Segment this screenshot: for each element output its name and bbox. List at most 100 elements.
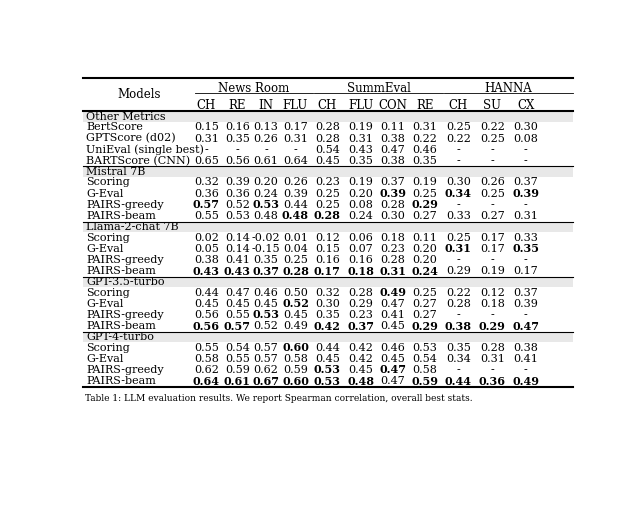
Text: 0.22: 0.22 bbox=[480, 122, 505, 133]
Text: Scoring: Scoring bbox=[86, 233, 130, 242]
Text: 0.20: 0.20 bbox=[412, 255, 437, 265]
Text: BertScore: BertScore bbox=[86, 122, 143, 133]
Text: 0.49: 0.49 bbox=[283, 321, 308, 331]
Text: 0.36: 0.36 bbox=[225, 189, 250, 198]
Text: 0.39: 0.39 bbox=[225, 178, 250, 188]
Text: 0.46: 0.46 bbox=[253, 287, 278, 297]
Text: 0.31: 0.31 bbox=[445, 243, 472, 254]
Text: 0.17: 0.17 bbox=[314, 266, 340, 277]
Text: -: - bbox=[524, 145, 527, 155]
Text: 0.46: 0.46 bbox=[381, 342, 406, 353]
Text: 0.28: 0.28 bbox=[381, 255, 406, 265]
Text: Scoring: Scoring bbox=[86, 287, 130, 297]
Text: 0.27: 0.27 bbox=[413, 211, 437, 221]
Text: 0.13: 0.13 bbox=[253, 122, 278, 133]
Text: GPT-3.5-turbo: GPT-3.5-turbo bbox=[86, 277, 164, 287]
Text: 0.59: 0.59 bbox=[283, 365, 308, 375]
Text: CON: CON bbox=[379, 99, 408, 112]
Text: 0.25: 0.25 bbox=[412, 189, 437, 198]
Text: 0.45: 0.45 bbox=[194, 299, 219, 309]
Text: 0.25: 0.25 bbox=[480, 134, 505, 143]
Text: 0.65: 0.65 bbox=[194, 156, 219, 166]
Text: 0.42: 0.42 bbox=[314, 321, 340, 332]
Text: -: - bbox=[236, 145, 239, 155]
Text: 0.39: 0.39 bbox=[380, 188, 406, 199]
Text: 0.22: 0.22 bbox=[446, 134, 470, 143]
Text: 0.29: 0.29 bbox=[446, 266, 470, 276]
Text: Table 1: LLM evaluation results. We report Spearman correlation, overall best st: Table 1: LLM evaluation results. We repo… bbox=[84, 394, 472, 404]
Text: 0.58: 0.58 bbox=[283, 354, 308, 364]
Text: 0.54: 0.54 bbox=[315, 145, 340, 155]
Text: G-Eval: G-Eval bbox=[86, 243, 124, 254]
Text: 0.48: 0.48 bbox=[347, 376, 374, 386]
Text: 0.19: 0.19 bbox=[348, 178, 373, 188]
Text: CH: CH bbox=[449, 99, 468, 112]
Text: 0.17: 0.17 bbox=[513, 266, 538, 276]
Text: 0.52: 0.52 bbox=[225, 200, 250, 210]
Text: -: - bbox=[490, 145, 494, 155]
Text: 0.37: 0.37 bbox=[253, 266, 280, 277]
Text: 0.67: 0.67 bbox=[253, 376, 280, 386]
Text: 0.49: 0.49 bbox=[512, 376, 539, 386]
Text: 0.34: 0.34 bbox=[446, 354, 470, 364]
Text: 0.26: 0.26 bbox=[480, 178, 505, 188]
Text: 0.28: 0.28 bbox=[315, 134, 340, 143]
Text: 0.16: 0.16 bbox=[348, 255, 373, 265]
Text: 0.58: 0.58 bbox=[194, 354, 219, 364]
Text: 0.26: 0.26 bbox=[253, 134, 278, 143]
Text: 0.31: 0.31 bbox=[380, 266, 406, 277]
Text: 0.06: 0.06 bbox=[348, 233, 373, 242]
Text: 0.16: 0.16 bbox=[225, 122, 250, 133]
Text: 0.31: 0.31 bbox=[513, 211, 538, 221]
Text: 0.48: 0.48 bbox=[253, 211, 278, 221]
Text: 0.54: 0.54 bbox=[412, 354, 437, 364]
Text: CH: CH bbox=[196, 99, 216, 112]
Text: 0.53: 0.53 bbox=[253, 199, 280, 210]
Text: 0.27: 0.27 bbox=[413, 310, 437, 320]
Text: CX: CX bbox=[517, 99, 534, 112]
Text: 0.04: 0.04 bbox=[283, 243, 308, 254]
Text: 0.39: 0.39 bbox=[513, 299, 538, 309]
Text: 0.41: 0.41 bbox=[225, 255, 250, 265]
Text: -: - bbox=[490, 200, 494, 210]
Text: 0.53: 0.53 bbox=[412, 342, 437, 353]
Text: 0.05: 0.05 bbox=[194, 243, 219, 254]
Text: PAIRS-greedy: PAIRS-greedy bbox=[86, 255, 164, 265]
Text: 0.35: 0.35 bbox=[412, 156, 437, 166]
Text: 0.49: 0.49 bbox=[380, 287, 406, 298]
Text: 0.35: 0.35 bbox=[512, 243, 539, 254]
Text: PAIRS-beam: PAIRS-beam bbox=[86, 321, 156, 331]
Text: 0.19: 0.19 bbox=[412, 178, 437, 188]
Text: 0.45: 0.45 bbox=[315, 354, 340, 364]
Text: -: - bbox=[490, 255, 494, 265]
Text: 0.30: 0.30 bbox=[315, 299, 340, 309]
Bar bbox=[83, 222, 573, 232]
Text: 0.53: 0.53 bbox=[253, 309, 280, 321]
Text: GPT-4-turbo: GPT-4-turbo bbox=[86, 332, 154, 342]
Text: 0.53: 0.53 bbox=[225, 211, 250, 221]
Text: 0.35: 0.35 bbox=[315, 310, 340, 320]
Text: -: - bbox=[524, 156, 527, 166]
Text: 0.31: 0.31 bbox=[412, 122, 437, 133]
Text: 0.37: 0.37 bbox=[513, 178, 538, 188]
Text: 0.17: 0.17 bbox=[480, 243, 505, 254]
Text: 0.42: 0.42 bbox=[348, 354, 373, 364]
Text: 0.57: 0.57 bbox=[193, 199, 220, 210]
Text: 0.28: 0.28 bbox=[314, 210, 340, 222]
Text: -: - bbox=[456, 145, 460, 155]
Text: -: - bbox=[456, 365, 460, 375]
Text: 0.32: 0.32 bbox=[194, 178, 219, 188]
Text: 0.32: 0.32 bbox=[315, 287, 340, 297]
Text: 0.29: 0.29 bbox=[412, 321, 438, 332]
Text: -: - bbox=[490, 310, 494, 320]
Text: 0.47: 0.47 bbox=[512, 321, 539, 332]
Text: 0.24: 0.24 bbox=[253, 189, 278, 198]
Text: 0.11: 0.11 bbox=[412, 233, 437, 242]
Text: 0.47: 0.47 bbox=[380, 365, 406, 376]
Text: 0.47: 0.47 bbox=[381, 299, 406, 309]
Text: 0.25: 0.25 bbox=[283, 255, 308, 265]
Text: SummEval: SummEval bbox=[347, 82, 411, 95]
Text: 0.25: 0.25 bbox=[315, 189, 340, 198]
Text: 0.24: 0.24 bbox=[412, 266, 438, 277]
Text: -: - bbox=[204, 145, 208, 155]
